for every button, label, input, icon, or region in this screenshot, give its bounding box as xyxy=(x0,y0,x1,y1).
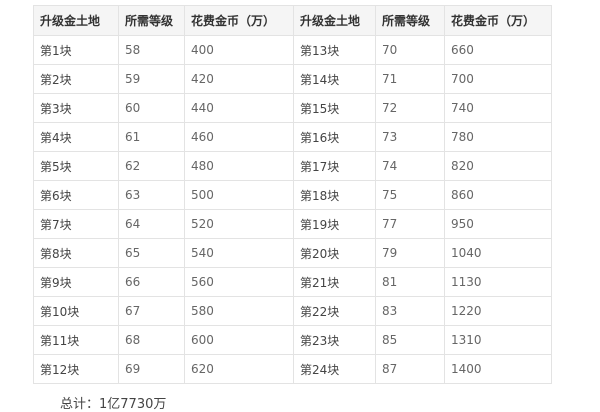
table-cell: 第12块 xyxy=(33,354,119,384)
table-cell: 600 xyxy=(184,325,294,355)
table-row: 第1块 58 400 第13块 70 660 xyxy=(33,35,552,65)
total: 总计：1亿7730万 xyxy=(60,397,167,412)
table-cell: 第13块 xyxy=(293,35,376,65)
header-cell: 所需等级 xyxy=(118,5,185,36)
table-cell: 1040 xyxy=(444,238,552,268)
table-cell: 64 xyxy=(118,209,185,239)
table-body: 第1块 58 400 第13块 70 660 第2块 59 420 第14块 71 700 第3块 60 4… xyxy=(33,35,552,384)
table-cell: 第10块 xyxy=(33,296,119,326)
table-cell: 65 xyxy=(118,238,185,268)
table-cell: 第5块 xyxy=(33,151,119,181)
table-cell: 72 xyxy=(375,93,445,123)
table-cell: 480 xyxy=(184,151,294,181)
table-cell: 第20块 xyxy=(293,238,376,268)
table-cell: 第1块 xyxy=(33,35,119,65)
table-cell: 75 xyxy=(375,180,445,210)
table-cell: 第9块 xyxy=(33,267,119,297)
table-row: 第8块 65 540 第20块 79 1040 xyxy=(33,238,552,268)
table-cell: 70 xyxy=(375,35,445,65)
table-cell: 860 xyxy=(444,180,552,210)
table-cell: 79 xyxy=(375,238,445,268)
table-cell: 81 xyxy=(375,267,445,297)
table-row: 第5块 62 480 第17块 74 820 xyxy=(33,151,552,181)
table-cell: 700 xyxy=(444,64,552,94)
table-cell: 第15块 xyxy=(293,93,376,123)
table-cell: 第16块 xyxy=(293,122,376,152)
header-cell: 升级金土地 xyxy=(293,5,376,36)
table-cell: 85 xyxy=(375,325,445,355)
table-cell: 540 xyxy=(184,238,294,268)
header-cell: 升级金土地 xyxy=(33,5,119,36)
table-cell: 60 xyxy=(118,93,185,123)
table-cell: 440 xyxy=(184,93,294,123)
table-row: 第4块 61 460 第16块 73 780 xyxy=(33,122,552,152)
table-cell: 第4块 xyxy=(33,122,119,152)
table-cell: 第11块 xyxy=(33,325,119,355)
table-cell: 820 xyxy=(444,151,552,181)
table-cell: 620 xyxy=(184,354,294,384)
table-row: 第11块 68 600 第23块 85 1310 xyxy=(33,325,552,355)
table-cell: 66 xyxy=(118,267,185,297)
table-cell: 400 xyxy=(184,35,294,65)
table-row: 第2块 59 420 第14块 71 700 xyxy=(33,64,552,94)
table-cell: 560 xyxy=(184,267,294,297)
table-cell: 460 xyxy=(184,122,294,152)
table-cell: 第2块 xyxy=(33,64,119,94)
table-cell: 第7块 xyxy=(33,209,119,239)
table-cell: 第18块 xyxy=(293,180,376,210)
table-row: 第3块 60 440 第15块 72 740 xyxy=(33,93,552,123)
table-cell: 660 xyxy=(444,35,552,65)
table-row: 第7块 64 520 第19块 77 950 xyxy=(33,209,552,239)
table-cell: 1220 xyxy=(444,296,552,326)
header-cell: 花费金币（万） xyxy=(444,5,552,36)
land-table: 升级金土地 所需等级 花费金币（万） 升级金土地 所需等级 花费金币（万） 第1块 58 40… xyxy=(33,5,552,384)
table-cell: 第14块 xyxy=(293,64,376,94)
table-cell: 58 xyxy=(118,35,185,65)
table-cell: 740 xyxy=(444,93,552,123)
table-cell: 第3块 xyxy=(33,93,119,123)
table-cell: 第17块 xyxy=(293,151,376,181)
table-row: 第12块 69 620 第24块 87 1400 xyxy=(33,354,552,384)
table-cell: 71 xyxy=(375,64,445,94)
table-cell: 500 xyxy=(184,180,294,210)
table-row: 第10块 67 580 第22块 83 1220 xyxy=(33,296,552,326)
table-cell: 87 xyxy=(375,354,445,384)
table-cell: 第22块 xyxy=(293,296,376,326)
table-cell: 1130 xyxy=(444,267,552,297)
table-cell: 63 xyxy=(118,180,185,210)
table-cell: 74 xyxy=(375,151,445,181)
table-cell: 1310 xyxy=(444,325,552,355)
table-row: 第6块 63 500 第18块 75 860 xyxy=(33,180,552,210)
table-cell: 950 xyxy=(444,209,552,239)
table-cell: 67 xyxy=(118,296,185,326)
table-cell: 59 xyxy=(118,64,185,94)
table-cell: 第6块 xyxy=(33,180,119,210)
table-cell: 780 xyxy=(444,122,552,152)
header-cell: 所需等级 xyxy=(375,5,445,36)
table-cell: 580 xyxy=(184,296,294,326)
table-cell: 61 xyxy=(118,122,185,152)
table-cell: 520 xyxy=(184,209,294,239)
header-cell: 花费金币（万） xyxy=(184,5,294,36)
table-cell: 69 xyxy=(118,354,185,384)
header-row: 升级金土地 所需等级 花费金币（万） 升级金土地 所需等级 花费金币（万） xyxy=(33,5,552,36)
table-cell: 第19块 xyxy=(293,209,376,239)
table-cell: 62 xyxy=(118,151,185,181)
table-cell: 73 xyxy=(375,122,445,152)
table-cell: 83 xyxy=(375,296,445,326)
table-cell: 420 xyxy=(184,64,294,94)
table-cell: 68 xyxy=(118,325,185,355)
table-row: 第9块 66 560 第21块 81 1130 xyxy=(33,267,552,297)
table-cell: 第24块 xyxy=(293,354,376,384)
table-cell: 第21块 xyxy=(293,267,376,297)
table-cell: 第23块 xyxy=(293,325,376,355)
table-cell: 第8块 xyxy=(33,238,119,268)
table-cell: 1400 xyxy=(444,354,552,384)
table-cell: 77 xyxy=(375,209,445,239)
